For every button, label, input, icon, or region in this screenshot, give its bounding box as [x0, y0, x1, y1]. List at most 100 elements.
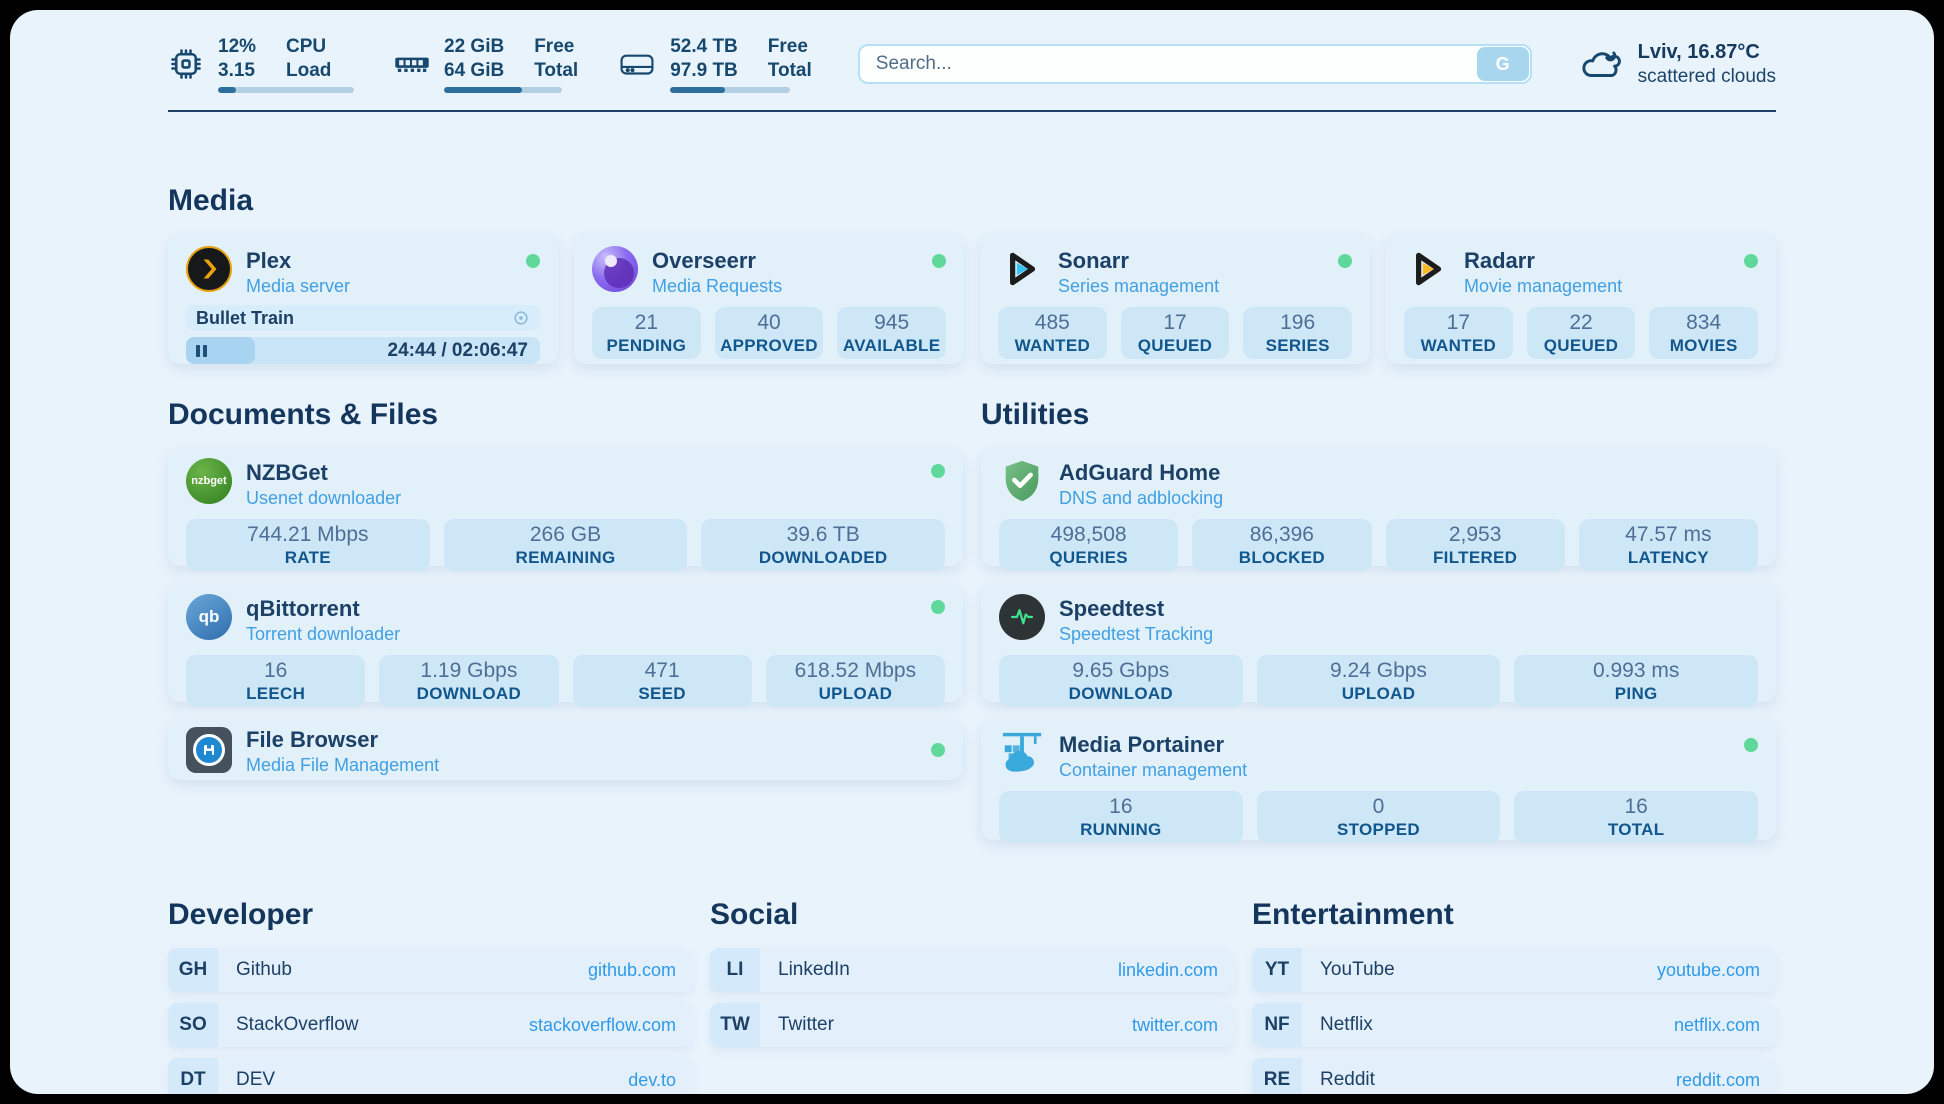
bookmark-abbr: TW	[710, 1003, 760, 1047]
bookmark-group-developer: Developer GH Github github.com SO StackO…	[168, 898, 692, 1094]
app-title: Plex	[246, 248, 292, 273]
stat-pill: 47.57 ms LATENCY	[1578, 519, 1758, 571]
system-metrics: 12% 3.15 CPU Load	[168, 35, 812, 93]
top-bar: 12% 3.15 CPU Load	[168, 35, 1776, 93]
stat-pill: 16 RUNNING	[999, 791, 1243, 843]
status-dot	[1338, 254, 1352, 268]
bookmark-url[interactable]: linkedin.com	[1117, 959, 1218, 980]
status-dot	[931, 600, 945, 614]
sonarr-icon	[1010, 252, 1036, 286]
disk-metric: 52.4 TB 97.9 TB Free Total	[618, 35, 812, 93]
bookmark-abbr: YT	[1252, 948, 1302, 992]
app-card-radarr[interactable]: Radarr Movie management 17 WANTED 22 QUEUE…	[1386, 234, 1776, 364]
stat-pill: 0 STOPPED	[1256, 791, 1501, 843]
app-card-qbittorrent[interactable]: qb qBittorrent Torrent downloader 16 LEEC…	[168, 584, 963, 707]
bookmark-url[interactable]: reddit.com	[1675, 1069, 1760, 1090]
playback-progress-bar[interactable]: 24:44 / 02:06:47	[186, 337, 540, 364]
now-playing-title: Bullet Train	[196, 307, 295, 328]
bookmark-url[interactable]: stackoverflow.com	[528, 1014, 676, 1035]
app-title: Overseerr	[652, 248, 756, 273]
cloud-icon	[1582, 51, 1621, 77]
bookmark-name: LinkedIn	[778, 959, 850, 980]
app-subtitle: DNS and adblocking	[1059, 488, 1224, 508]
disk-values: 52.4 TB 97.9 TB	[670, 36, 738, 81]
section-title-social: Social	[710, 898, 799, 931]
app-card-filebrowser[interactable]: File Browser Media File Management	[168, 720, 963, 780]
app-title: Speedtest	[1059, 596, 1165, 621]
bookmark-reddit[interactable]: RE Reddit reddit.com	[1252, 1058, 1776, 1094]
stat-pill: 498,508 QUERIES	[999, 519, 1179, 571]
app-title: NZBGet	[246, 460, 328, 485]
app-card-overseerr[interactable]: Overseerr Media Requests 21 PENDING 40 APP…	[574, 234, 964, 364]
bookmark-url[interactable]: github.com	[587, 959, 676, 980]
ram-values: 22 GiB 64 GiB	[444, 36, 505, 81]
bookmark-linkedin[interactable]: LI LinkedIn linkedin.com	[710, 948, 1234, 992]
section-title-entertainment: Entertainment	[1252, 898, 1454, 931]
pause-icon[interactable]	[196, 344, 207, 357]
stat-pill: 0.993 ms PING	[1514, 655, 1758, 707]
section-media: Media Plex Media server	[168, 184, 1776, 364]
app-card-nzbget[interactable]: nzbget NZBGet Usenet downloader 744.21 M…	[168, 448, 963, 571]
bookmark-twitter[interactable]: TW Twitter twitter.com	[710, 1003, 1234, 1047]
stat-pill: 834 MOVIES	[1649, 307, 1758, 359]
app-card-adguard[interactable]: AdGuard Home DNS and adblocking 498,508 Q…	[981, 448, 1776, 571]
app-title: Media Portainer	[1059, 732, 1225, 757]
app-card-sonarr[interactable]: Sonarr Series management 485 WANTED 17 QUE…	[980, 234, 1370, 364]
search-engine-button[interactable]: G	[1476, 47, 1529, 81]
app-title: File Browser	[246, 726, 379, 752]
weather-condition: scattered clouds	[1637, 65, 1776, 87]
cpu-labels: CPU Load	[286, 36, 332, 81]
section-utilities: Utilities	[981, 398, 1776, 843]
nzbget-icon: nzbget	[186, 458, 232, 504]
app-subtitle: Movie management	[1464, 276, 1623, 296]
topbar-divider	[168, 110, 1776, 112]
stat-pill: 2,953 FILTERED	[1385, 519, 1565, 571]
app-subtitle: Series management	[1058, 276, 1220, 296]
disk-progress-bar	[670, 86, 791, 93]
app-subtitle: Usenet downloader	[246, 488, 402, 508]
status-dot	[931, 464, 945, 478]
stat-pill: 618.52 Mbps UPLOAD	[765, 655, 945, 707]
adguard-icon	[1005, 460, 1039, 502]
now-playing-row: Bullet Train	[186, 305, 540, 331]
target-icon[interactable]	[512, 309, 530, 327]
stat-pill: 1.19 Gbps DOWNLOAD	[379, 655, 559, 707]
app-title: Sonarr	[1058, 248, 1129, 273]
app-subtitle: Container management	[1059, 760, 1248, 780]
bookmark-name: Netflix	[1320, 1014, 1373, 1035]
stat-pill: 945 AVAILABLE	[837, 307, 946, 359]
stat-pill: 485 WANTED	[998, 307, 1107, 359]
search-input[interactable]	[857, 44, 1532, 84]
dashboard: 12% 3.15 CPU Load	[10, 10, 1934, 1094]
bookmark-url[interactable]: netflix.com	[1673, 1014, 1760, 1035]
stat-pill: 40 APPROVED	[714, 307, 824, 359]
bookmark-name: StackOverflow	[236, 1014, 359, 1035]
bookmark-dev[interactable]: DT DEV dev.to	[168, 1058, 692, 1094]
bookmark-url[interactable]: twitter.com	[1131, 1014, 1218, 1035]
weather-location-temp: Lviv, 16.87°C	[1637, 40, 1760, 63]
app-subtitle: Media File Management	[246, 754, 440, 775]
bookmark-stackoverflow[interactable]: SO StackOverflow stackoverflow.com	[168, 1003, 692, 1047]
bookmark-youtube[interactable]: YT YouTube youtube.com	[1252, 948, 1776, 992]
qbittorrent-icon: qb	[186, 594, 232, 640]
weather-widget[interactable]: Lviv, 16.87°C scattered clouds	[1578, 40, 1776, 89]
bookmark-group-entertainment: Entertainment YT YouTube youtube.com NF …	[1252, 898, 1776, 1094]
bookmark-abbr: LI	[710, 948, 760, 992]
bookmark-netflix[interactable]: NF Netflix netflix.com	[1252, 1003, 1776, 1047]
disk-icon	[620, 54, 654, 75]
ram-icon	[395, 57, 429, 72]
disk-labels: Free Total	[767, 36, 812, 81]
bookmark-url[interactable]: youtube.com	[1656, 959, 1760, 980]
bookmark-github[interactable]: GH Github github.com	[168, 948, 692, 992]
app-card-plex[interactable]: Plex Media server Bullet Train	[168, 234, 558, 364]
status-dot	[932, 254, 946, 268]
app-card-portainer[interactable]: Media Portainer Container management 16 R…	[981, 720, 1776, 843]
status-dot	[1744, 738, 1758, 752]
bookmark-abbr: GH	[168, 948, 218, 992]
bookmark-url[interactable]: dev.to	[628, 1069, 676, 1090]
radarr-icon	[1416, 252, 1442, 286]
cpu-progress-bar	[218, 86, 354, 93]
section-documents-files: Documents & Files nzbget NZBGet Usenet d…	[168, 398, 963, 780]
app-card-speedtest[interactable]: Speedtest Speedtest Tracking 9.65 Gbps DO…	[981, 584, 1776, 707]
playback-time: 24:44 / 02:06:47	[387, 339, 529, 361]
